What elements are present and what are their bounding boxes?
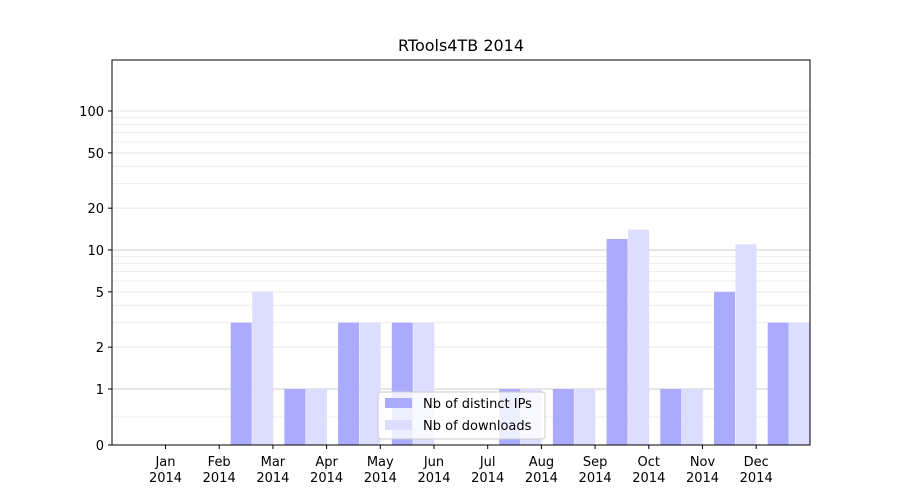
x-tick-label-month: Sep: [583, 455, 608, 470]
legend-box: [377, 391, 546, 440]
bar-nb-of-downloads-dec: [789, 322, 811, 445]
ticks-layer: 0125102050100Jan2014Feb2014Mar2014Apr201…: [79, 105, 773, 486]
bar-nb-of-downloads-sep: [628, 229, 650, 445]
bar-nb-of-downloads-apr: [359, 322, 381, 445]
x-tick-label-month: Mar: [261, 455, 286, 470]
x-tick-label-year: 2014: [417, 471, 450, 486]
legend-swatch-downloads: [385, 420, 412, 430]
bar-nb-of-distinct-ips-nov: [714, 291, 735, 445]
y-tick-label: 100: [79, 105, 104, 120]
x-tick-label-year: 2014: [579, 471, 612, 486]
legend-swatch-distinct-ips: [385, 398, 412, 408]
y-tick-label: 0: [96, 439, 104, 454]
bar-nb-of-downloads-aug: [574, 389, 596, 445]
x-tick-label-year: 2014: [310, 471, 343, 486]
x-tick-label-month: May: [367, 455, 394, 470]
bar-nb-of-downloads-nov: [735, 244, 757, 445]
bars-layer: [230, 229, 811, 445]
bar-nb-of-distinct-ips-apr: [338, 322, 360, 445]
x-tick-label-year: 2014: [740, 471, 773, 486]
legend-label-downloads: Nb of downloads: [423, 419, 532, 434]
x-tick-label-month: Apr: [315, 455, 338, 470]
x-tick-label-year: 2014: [203, 471, 236, 486]
x-tick-label-year: 2014: [149, 471, 182, 486]
x-tick-label-month: Oct: [638, 455, 660, 470]
bar-nb-of-downloads-mar: [305, 389, 327, 445]
x-tick-label-year: 2014: [686, 471, 719, 486]
bar-nb-of-distinct-ips-mar: [284, 389, 306, 445]
x-tick-label-year: 2014: [256, 471, 289, 486]
bar-nb-of-distinct-ips-dec: [767, 322, 789, 445]
y-tick-label: 1: [96, 383, 104, 398]
x-tick-label-month: Jun: [423, 455, 444, 470]
x-tick-label-month: Nov: [690, 455, 716, 470]
x-tick-label-year: 2014: [632, 471, 665, 486]
bar-nb-of-downloads-oct: [681, 389, 703, 445]
bar-nb-of-distinct-ips-aug: [552, 389, 574, 445]
x-tick-label-month: Aug: [529, 455, 554, 470]
chart-title: RTools4TB 2014: [398, 36, 524, 55]
y-tick-label: 10: [87, 244, 104, 259]
plot-frame: [111, 59, 811, 446]
bar-nb-of-distinct-ips-oct: [660, 389, 682, 445]
x-tick-label-year: 2014: [525, 471, 558, 486]
y-tick-label: 20: [87, 202, 104, 217]
grid-layer: [112, 110, 810, 418]
x-tick-label-month: Jul: [479, 455, 496, 470]
bar-nb-of-downloads-feb: [252, 291, 274, 445]
y-tick-label: 5: [96, 286, 104, 301]
x-tick-label-year: 2014: [364, 471, 397, 486]
x-tick-label-year: 2014: [471, 471, 504, 486]
x-tick-label-month: Dec: [744, 455, 769, 470]
bar-nb-of-distinct-ips-sep: [606, 238, 628, 445]
x-tick-label-month: Jan: [154, 455, 175, 470]
bar-nb-of-distinct-ips-feb: [230, 322, 252, 445]
legend-label-distinct-ips: Nb of distinct IPs: [423, 397, 532, 412]
legend: Nb of distinct IPs Nb of downloads: [377, 391, 546, 440]
x-tick-label-month: Feb: [208, 455, 231, 470]
y-tick-label: 2: [96, 341, 104, 356]
y-tick-label: 50: [87, 147, 104, 162]
